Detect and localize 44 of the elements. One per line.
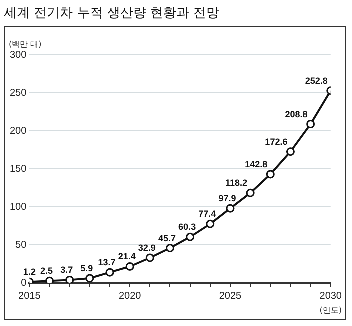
y-tick-label: 250 <box>10 88 28 99</box>
data-label: 13.7 <box>98 258 116 268</box>
y-tick-label: 50 <box>16 240 28 251</box>
y-tick-label: 150 <box>10 164 28 175</box>
point <box>66 276 74 283</box>
point <box>106 268 114 277</box>
data-label: 172.6 <box>265 136 288 147</box>
data-label: 97.9 <box>218 194 236 204</box>
point <box>126 262 134 271</box>
y-tick-label: 100 <box>10 202 28 213</box>
point <box>166 244 174 253</box>
chart-title: 세계 전기차 누적 생산량 현황과 전망 <box>4 5 220 22</box>
point <box>246 188 255 198</box>
x-tick-label: 2025 <box>219 290 242 302</box>
point <box>186 232 195 242</box>
y-tick-label: 200 <box>10 126 28 137</box>
data-label: 1.2 <box>23 267 36 278</box>
data-label: 32.9 <box>138 242 156 253</box>
y-tick-label: 0 <box>21 278 28 289</box>
x-tick-label: 2020 <box>118 290 142 302</box>
x-axis-title: (연도) <box>320 306 342 316</box>
point <box>226 204 235 213</box>
x-tick-label: 2015 <box>18 290 42 302</box>
point <box>86 274 94 283</box>
point <box>286 148 295 156</box>
point <box>146 254 154 262</box>
data-label: 3.7 <box>60 265 74 276</box>
y-tick-label: 300 <box>10 50 28 61</box>
data-label: 21.4 <box>118 252 136 262</box>
data-label: 252.8 <box>305 76 328 86</box>
point <box>46 276 54 283</box>
point <box>266 170 275 179</box>
data-label: 142.8 <box>245 159 268 170</box>
point <box>206 220 215 228</box>
data-label: 77.4 <box>198 209 216 220</box>
data-label: 45.7 <box>158 233 176 244</box>
point <box>306 120 316 129</box>
data-label: 5.9 <box>80 264 94 274</box>
y-axis-title: (백만 대) <box>9 40 42 50</box>
data-label: 118.2 <box>226 178 248 188</box>
data-label: 60.3 <box>178 222 196 232</box>
data-label: 2.5 <box>40 266 54 276</box>
data-label: 208.8 <box>285 109 308 120</box>
x-tick-label: 2030 <box>320 290 342 302</box>
